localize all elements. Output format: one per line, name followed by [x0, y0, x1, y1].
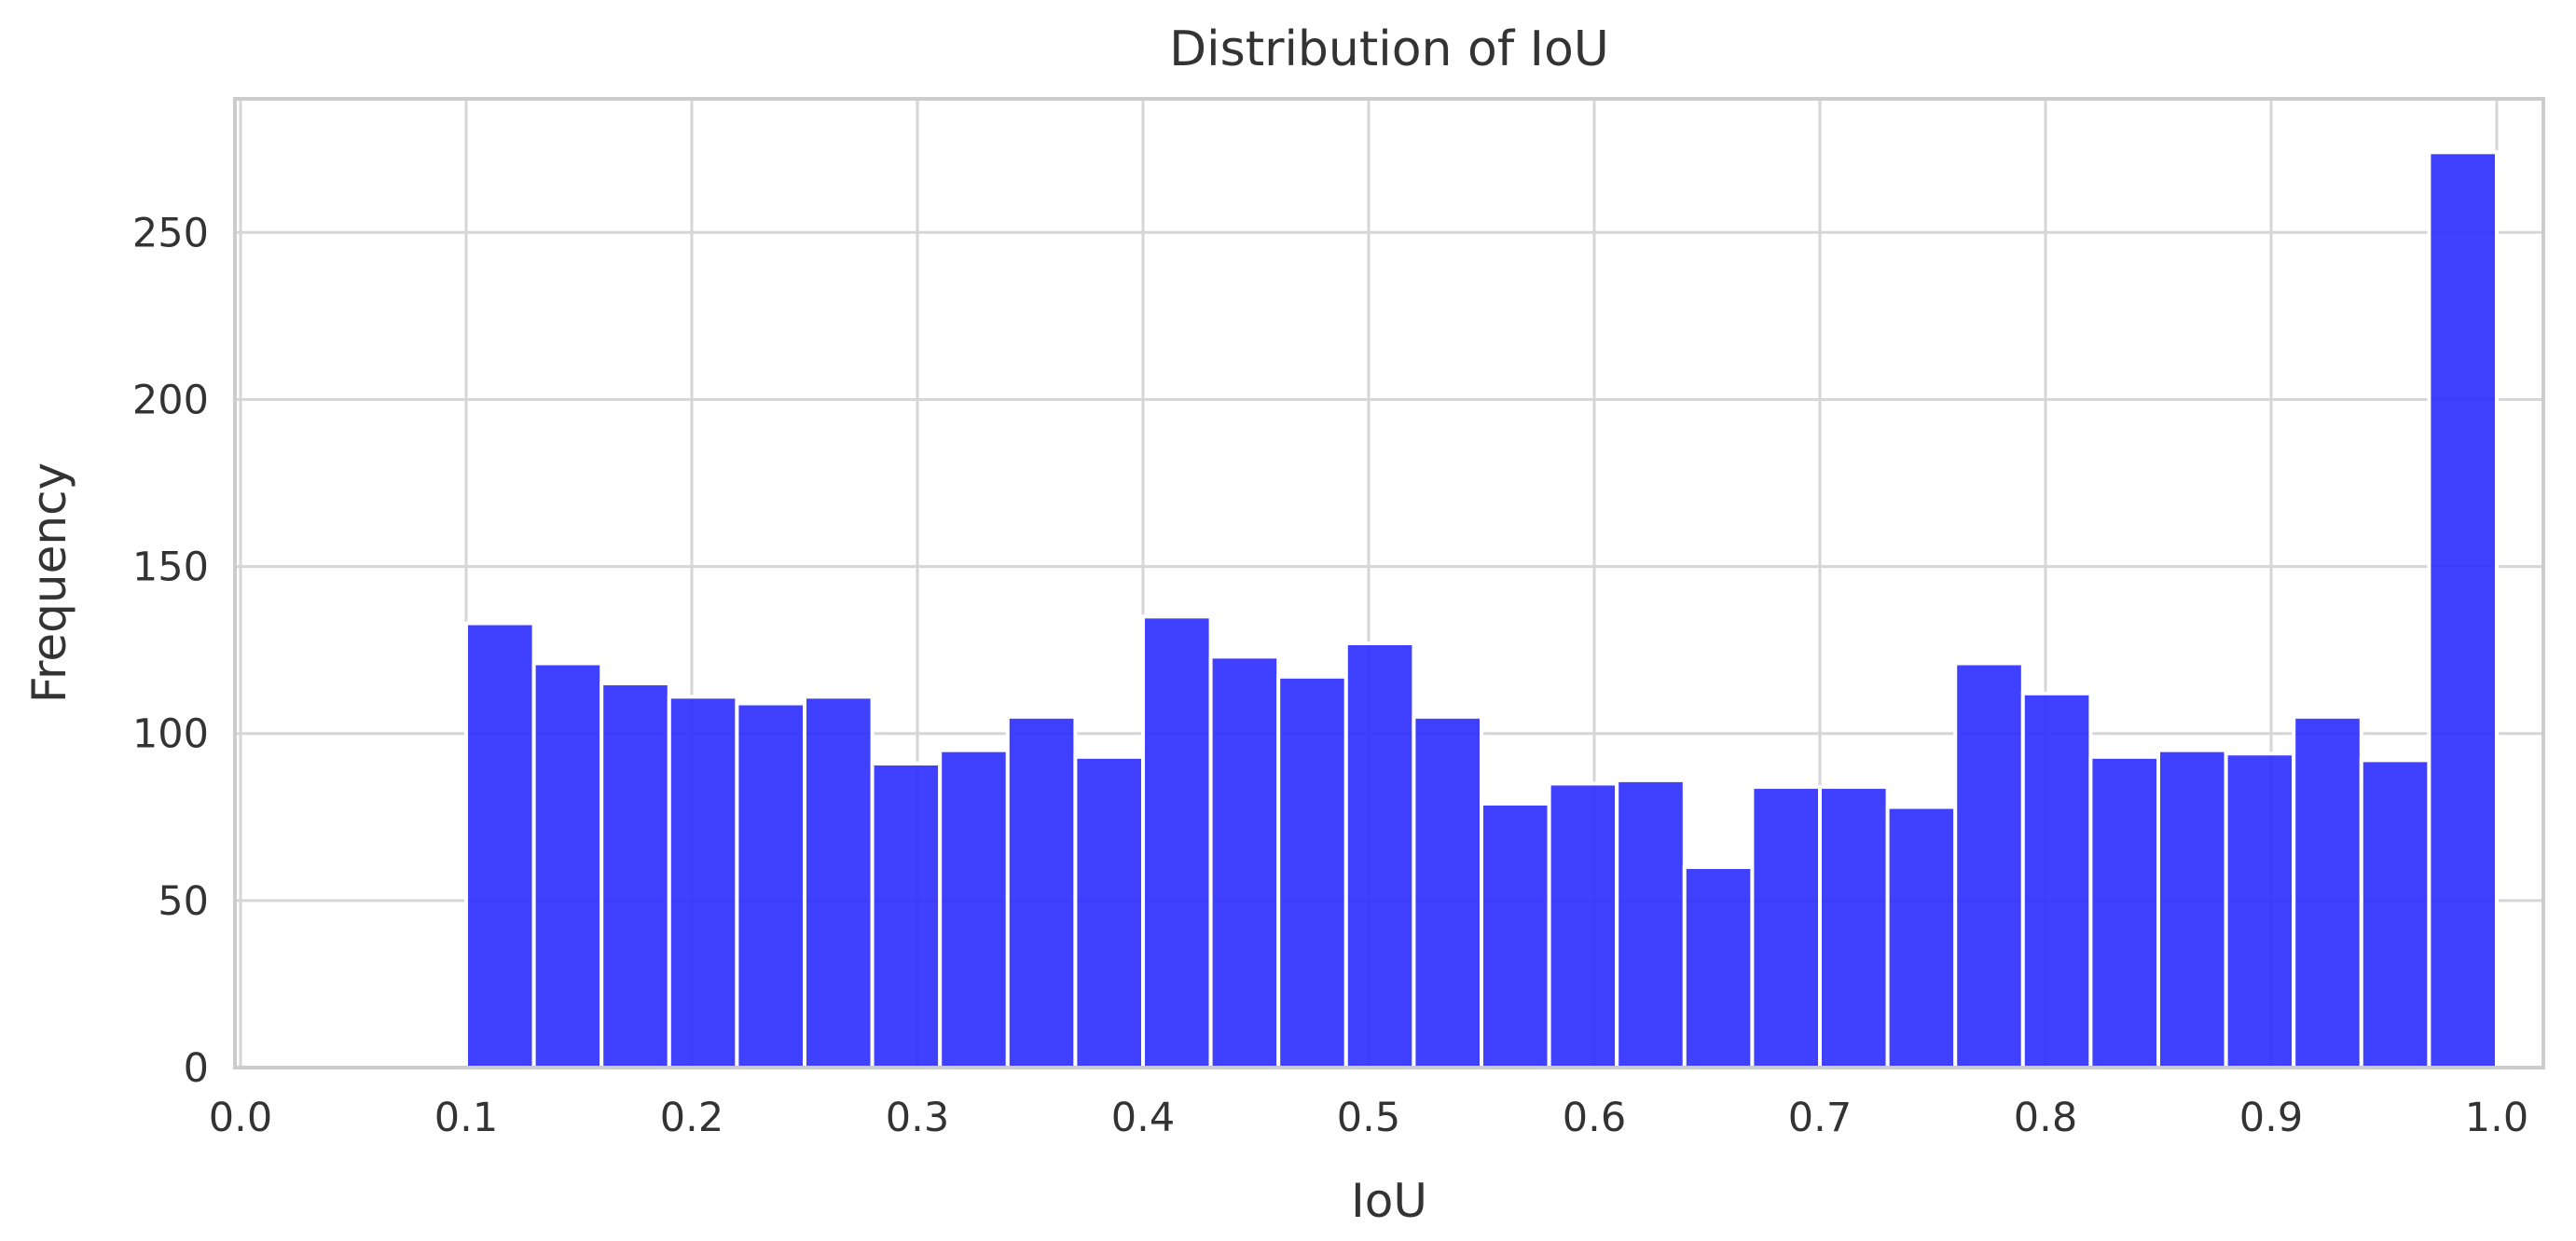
histogram-bar	[2224, 751, 2296, 1069]
x-tick-label: 0.6	[1563, 1095, 1626, 1141]
y-tick-label: 50	[158, 878, 209, 925]
histogram-bar	[667, 695, 739, 1069]
histogram-bar	[2359, 758, 2431, 1070]
histogram-bar	[1343, 641, 1416, 1070]
histogram-bar	[1005, 714, 1078, 1070]
histogram-bar	[1750, 785, 1823, 1069]
x-tick-label: 0.9	[2239, 1095, 2303, 1141]
y-tick-label: 150	[132, 545, 209, 591]
histogram-bar	[1818, 785, 1890, 1069]
y-axis-label: Frequency	[22, 462, 76, 703]
x-tick-label: 0.5	[1337, 1095, 1400, 1141]
histogram-bar	[1276, 674, 1348, 1070]
x-tick-label: 0.7	[1788, 1095, 1852, 1141]
histogram-bar	[735, 701, 807, 1069]
histogram-bar	[938, 748, 1010, 1069]
histogram-bar	[1073, 754, 1146, 1070]
histogram-bar	[2427, 150, 2499, 1069]
histogram-bar	[2292, 714, 2363, 1070]
x-tick-label: 0.3	[886, 1095, 949, 1141]
histogram-bar	[1885, 805, 1958, 1069]
histogram-bar	[803, 695, 875, 1069]
x-tick-label: 0.1	[434, 1095, 498, 1141]
histogram-bar	[1682, 865, 1755, 1069]
x-tick-labels: 0.0 0.1 0.2 0.3 0.4 0.5 0.6 0.7 0.8 0.9 1.0	[209, 1095, 2528, 1141]
x-axis-label: IoU	[1351, 1174, 1427, 1228]
bars	[464, 150, 2499, 1070]
histogram-bar	[2020, 691, 2093, 1069]
histogram-bar	[1141, 614, 1213, 1069]
x-tick-label: 0.8	[2014, 1095, 2077, 1141]
x-tick-label: 0.0	[209, 1095, 272, 1141]
y-tick-labels: 0 50 100 150 200 250	[132, 210, 209, 1092]
plot-frame	[233, 97, 2545, 1069]
histogram-bar	[1208, 655, 1281, 1069]
histogram-bar	[870, 761, 943, 1070]
histogram-bar	[1480, 801, 1551, 1070]
y-tick-label: 250	[132, 210, 209, 256]
histogram-bar	[599, 681, 671, 1070]
x-tick-label: 0.2	[660, 1095, 723, 1141]
histogram-bar	[531, 661, 604, 1069]
histogram-bar	[1953, 661, 2025, 1069]
histogram-bar	[2088, 754, 2160, 1070]
y-tick-label: 0	[184, 1045, 209, 1092]
histogram-bar	[1615, 778, 1687, 1069]
histogram-bar	[1412, 714, 1484, 1070]
y-tick-label: 100	[132, 711, 209, 758]
chart-title: Distribution of IoU	[1169, 21, 1609, 77]
histogram-bar	[464, 621, 536, 1069]
y-tick-label: 200	[132, 377, 209, 423]
histogram-bar	[2156, 748, 2228, 1069]
x-tick-label: 0.4	[1111, 1095, 1175, 1141]
histogram-bar	[1547, 781, 1619, 1069]
x-tick-label: 1.0	[2465, 1095, 2528, 1141]
